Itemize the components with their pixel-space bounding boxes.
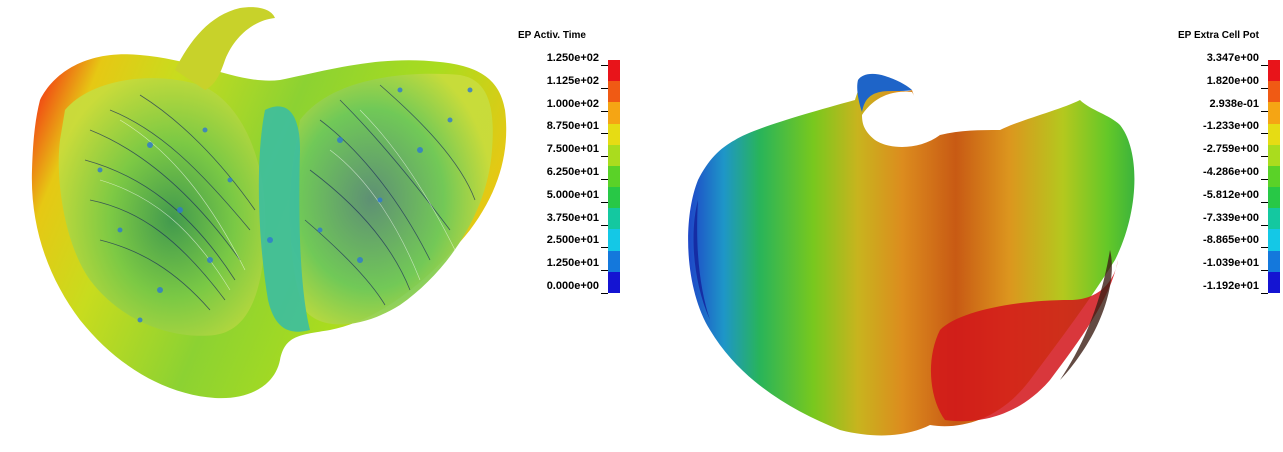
legend-tick-label: -4.286e+00 [1203,166,1268,180]
color-scale-segment [608,60,620,82]
legend-tick-label: 5.000e+01 [547,189,608,203]
extracellular-potential-legend: EP Extra Cell Pot 3.347e+00 1.820e+00 2.93… [1172,30,1283,295]
legend-tick-label: 7.500e+01 [547,143,608,158]
legend-tick-label: 1.250e+02 [547,52,608,66]
legend-tick-label: 0.000e+00 [547,280,608,294]
color-scale-segment [608,250,620,272]
color-scale-segment [1268,102,1280,124]
heart-potential-render [688,73,1135,436]
max-potential-region [930,260,1118,422]
color-scale-bar [1268,60,1280,293]
legend-tick-label: -1.192e+01 [1203,280,1268,294]
color-scale-segment [608,81,620,103]
legend-title: EP Activ. Time [518,30,586,41]
color-scale-segment [1268,81,1280,103]
color-scale-segment [1268,250,1280,272]
legend-tick-label: 3.750e+01 [547,212,608,226]
legend-tick-label: 3.347e+00 [1207,52,1268,66]
color-scale-segment [1268,271,1280,293]
color-scale-segment [1268,144,1280,166]
extracellular-potential-panel: EP Extra Cell Pot 3.347e+00 1.820e+00 2.93… [640,0,1283,452]
legend-tick-label: 6.250e+01 [547,166,608,180]
activation-time-legend: EP Activ. Time 1.250e+02 1.125e+02 1.000e+… [512,30,622,295]
septum-surface [258,106,310,332]
legend-tick-label: -5.812e+00 [1203,189,1268,203]
color-scale-segment [1268,229,1280,251]
legend-tick-label: 1.820e+00 [1207,75,1268,89]
color-scale-segment [608,144,620,166]
legend-title: EP Extra Cell Pot [1178,30,1259,41]
activation-speckles [97,87,473,323]
legend-tick-label: -7.339e+00 [1203,212,1268,226]
legend-tick-label: 1.125e+02 [547,75,608,89]
legend-tick-label: -1.233e+00 [1203,120,1268,135]
color-scale-segment [608,208,620,230]
legend-tick-label: 8.750e+01 [547,120,608,135]
legend-tick-label: 2.938e-01 [1209,98,1268,112]
legend-tick-label: -2.759e+00 [1203,143,1268,158]
color-scale-segment [608,229,620,251]
color-scale-bar [608,60,620,293]
color-scale-segment [1268,123,1280,145]
legend-tick-label: -8.865e+00 [1203,234,1268,249]
color-scale-segment [608,187,620,209]
color-scale-segment [608,271,620,293]
color-scale-segment [1268,208,1280,230]
color-scale-segment [1268,165,1280,188]
legend-tick-label: 2.500e+01 [547,234,608,249]
apical-stub [857,73,912,112]
right-edge-shadow [1060,250,1112,380]
right-chamber-surface [289,73,493,325]
color-scale-segment [608,165,620,188]
fiber-strands [84,84,476,311]
legend-tick-label: 1.000e+02 [547,98,608,112]
heart-activation-render [31,7,507,399]
legend-tick-label: -1.039e+01 [1203,257,1268,272]
color-scale-segment [608,102,620,124]
fiber-highlights [99,109,456,291]
activation-time-panel: EP Activ. Time 1.250e+02 1.125e+02 1.000e+… [0,0,640,452]
left-chamber-surface [58,78,266,336]
top-opening [862,91,940,147]
legend-tick-label: 1.250e+01 [547,257,608,272]
left-edge-shadow [693,200,710,320]
valve-flap [175,7,275,90]
color-scale-segment [608,123,620,145]
color-scale-segment [1268,60,1280,82]
color-scale-segment [1268,187,1280,209]
